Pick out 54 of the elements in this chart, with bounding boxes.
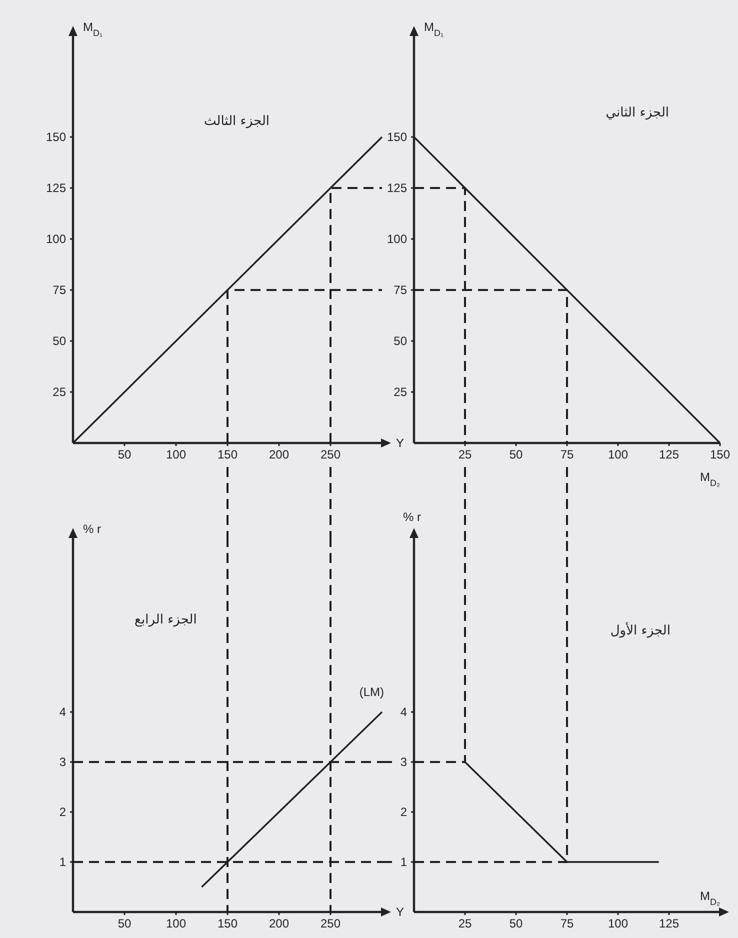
y-axis-title: % r	[403, 510, 422, 524]
x-tick-label: 200	[268, 448, 290, 462]
x-tick-label: 75	[560, 916, 574, 931]
x-tick-label: 25	[458, 916, 472, 931]
y-tick-label: 2	[400, 804, 408, 819]
y-tick-label: 1	[400, 854, 408, 869]
x-tick-label: 100	[166, 448, 186, 462]
y-tick-label: 2	[59, 804, 66, 819]
y-tick-label: 3	[400, 754, 408, 769]
x-tick-label: 250	[320, 916, 341, 931]
x-axis-title: Y	[396, 905, 404, 919]
x-tick-label: 100	[608, 916, 628, 931]
x-axis-title: M$_{D₂}$	[700, 889, 720, 907]
x-tick-label: 75	[560, 448, 574, 462]
y-tick-label: 150	[46, 130, 66, 144]
x-tick-label: 50	[118, 916, 132, 931]
text: الجزء الثالث	[204, 114, 270, 129]
x-tick-label: 150	[217, 916, 238, 931]
y-axis-title: % r	[83, 522, 102, 536]
x-tick-label: 200	[268, 916, 290, 931]
x-tick-label: 150	[217, 448, 238, 462]
text: الجزء الثاني	[606, 106, 670, 121]
y-tick-label: 100	[46, 232, 66, 246]
y-tick-label: 25	[394, 384, 408, 399]
y-tick-label: 50	[52, 334, 66, 348]
y-tick-label: 75	[52, 282, 66, 297]
y-tick-label: 4	[59, 704, 66, 719]
y-axis-title: M$_{D₁}$	[424, 20, 444, 38]
text: الجزء الأول	[610, 622, 671, 638]
x-tick-label: 125	[658, 916, 680, 931]
x-tick-label: 125	[658, 448, 680, 462]
y-tick-label: 1	[59, 854, 66, 869]
x-tick-label: 150	[710, 448, 730, 462]
text: الجزء الرابع	[134, 612, 197, 628]
x-tick-label: 25	[458, 448, 472, 462]
x-tick-label: 250	[320, 448, 341, 462]
y-tick-label: 4	[400, 704, 408, 719]
x-axis-title: Y	[396, 436, 404, 450]
y-tick-label: 125	[46, 180, 66, 195]
y-tick-label: 75	[394, 282, 408, 297]
y-tick-label: 125	[386, 180, 408, 195]
x-tick-label: 50	[509, 448, 523, 462]
y-tick-label: 100	[386, 232, 408, 246]
y-tick-label: 50	[394, 334, 408, 348]
x-axis-title: M$_{D₂}$	[700, 470, 720, 488]
x-tick-label: 100	[166, 916, 186, 931]
y-axis-title: M$_{D₁}$	[83, 20, 103, 38]
x-tick-label: 100	[608, 448, 628, 462]
x-tick-label: 50	[118, 448, 132, 462]
y-tick-label: 25	[52, 384, 66, 399]
y-tick-label: 150	[386, 130, 408, 144]
series-label: (LM)	[359, 685, 384, 699]
y-tick-label: 3	[59, 754, 66, 769]
x-tick-label: 50	[509, 916, 523, 931]
